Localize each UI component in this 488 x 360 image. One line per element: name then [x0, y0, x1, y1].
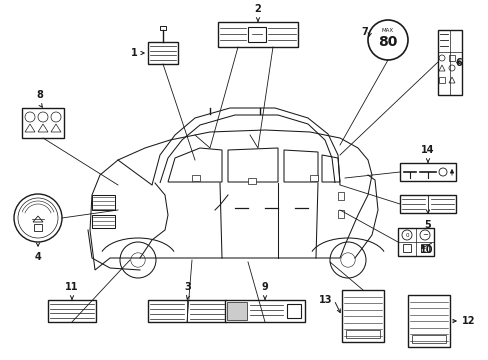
Bar [160, 26, 165, 30]
Bar [218, 22, 297, 47]
Bar [346, 330, 379, 338]
Bar [309, 175, 317, 181]
Text: 14: 14 [420, 145, 434, 155]
Bar [337, 210, 343, 218]
Bar [148, 42, 178, 64]
Text: 9: 9 [261, 282, 268, 292]
Text: 1: 1 [131, 48, 138, 58]
Bar [22, 108, 64, 138]
Bar [148, 300, 225, 322]
Text: 10: 10 [419, 245, 433, 255]
Text: 8: 8 [37, 90, 43, 100]
Bar [399, 163, 455, 181]
Text: MAX: MAX [381, 27, 393, 32]
Bar [247, 27, 265, 42]
Bar [411, 335, 445, 343]
Text: 3: 3 [184, 282, 191, 292]
Text: 4: 4 [35, 252, 41, 262]
Bar [34, 224, 42, 231]
Bar [437, 30, 461, 95]
Text: −: − [421, 232, 427, 238]
Bar [247, 178, 256, 184]
Bar [92, 195, 115, 210]
Text: 5: 5 [424, 220, 430, 230]
Bar [438, 77, 444, 83]
Bar [397, 228, 433, 256]
Bar [337, 192, 343, 200]
Text: 6: 6 [454, 58, 461, 68]
Bar [226, 302, 246, 320]
Bar [402, 244, 410, 252]
Bar [286, 304, 301, 318]
Bar [448, 55, 454, 61]
Bar [407, 295, 449, 347]
Text: 7: 7 [361, 27, 367, 37]
Bar [420, 244, 428, 252]
Bar [48, 300, 96, 322]
Text: 12: 12 [461, 316, 474, 326]
Text: 0: 0 [405, 233, 408, 238]
Bar [92, 215, 115, 228]
Text: 2: 2 [254, 4, 261, 14]
Bar [224, 300, 305, 322]
Bar [399, 195, 455, 213]
Text: 80: 80 [378, 35, 397, 49]
Text: 11: 11 [65, 282, 79, 292]
Bar [192, 175, 200, 181]
Bar [341, 290, 383, 342]
Text: 13: 13 [318, 295, 331, 305]
